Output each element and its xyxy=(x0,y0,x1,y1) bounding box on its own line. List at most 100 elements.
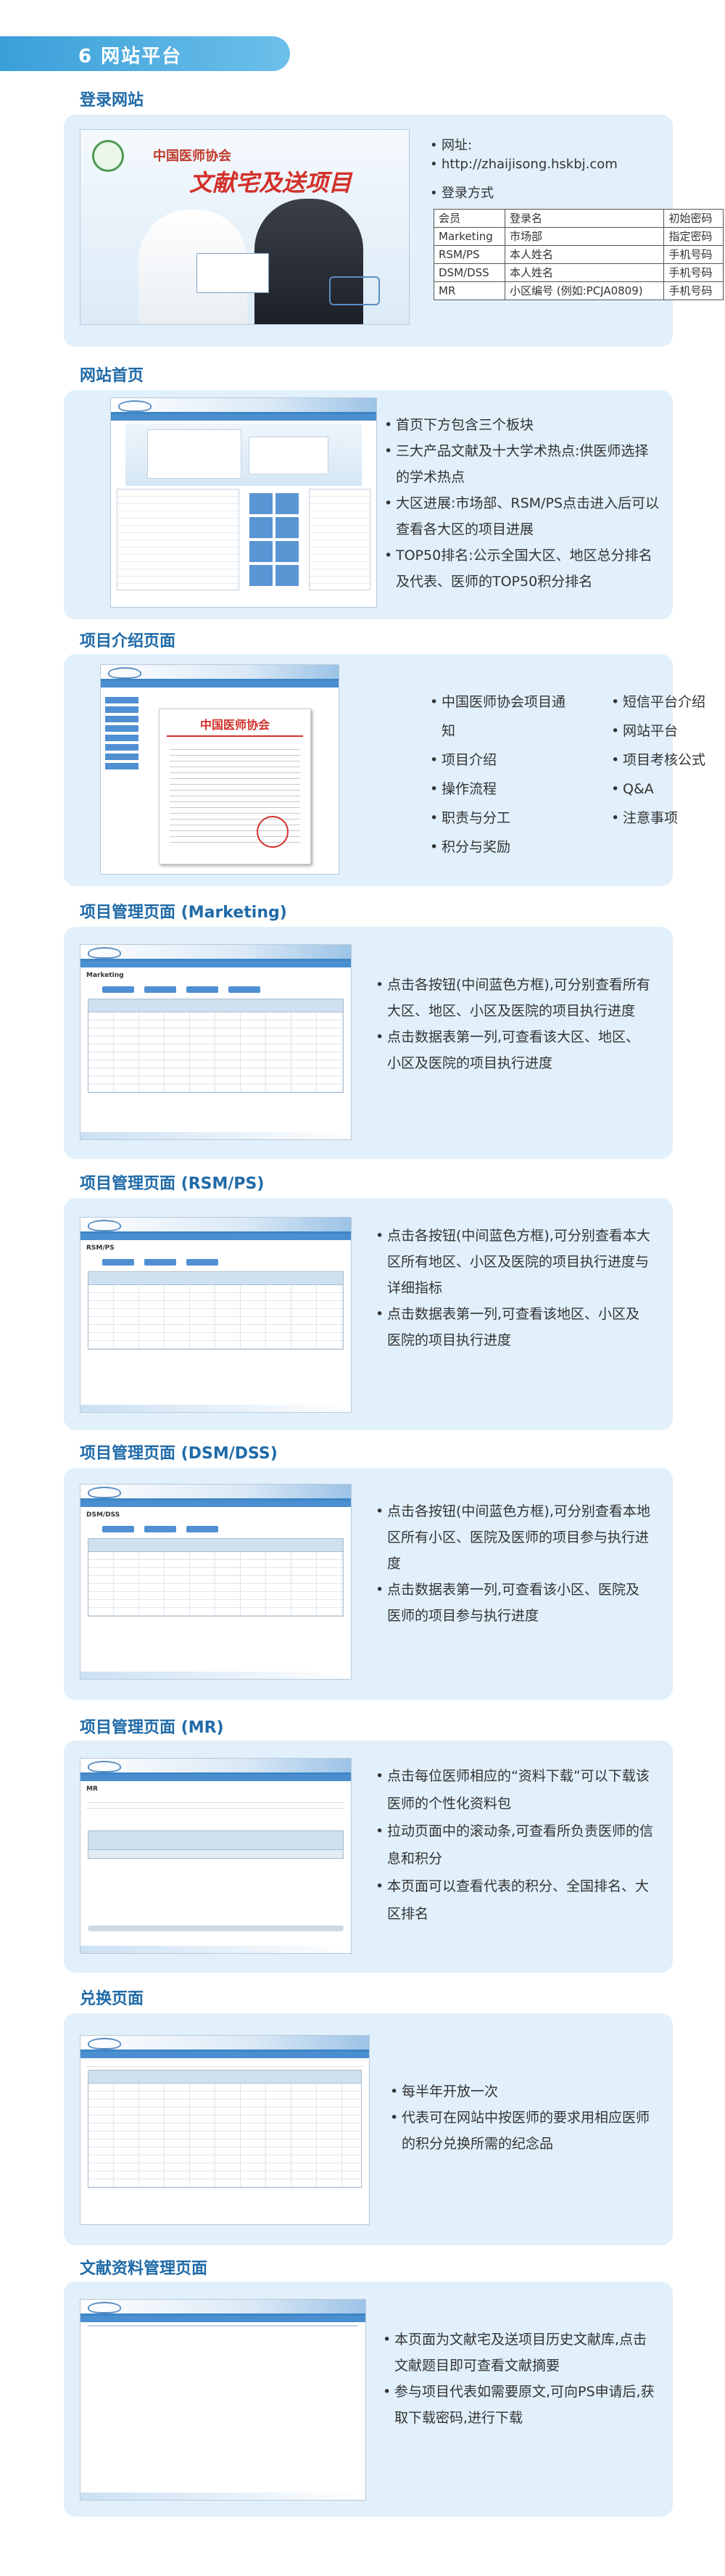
exchange-bullet-list: 每半年开放一次 代表可在网站中按医师的要求用相应医师的积分兑换所需的纪念品 xyxy=(390,2078,658,2157)
marketing-screenshot: Marketing xyxy=(80,944,352,1140)
login-panel: 中国医师协会 文献宅及送项目 网址: http://zhaijisong.hsk… xyxy=(64,115,724,347)
intro-menu-item[interactable]: 积分与奖励 xyxy=(430,833,575,862)
intro-menu-item[interactable]: 项目考核公式 xyxy=(611,746,720,775)
table-cell: 手机号码 xyxy=(663,263,724,282)
table-cell: DSM/DSS xyxy=(434,263,505,282)
rsm-bullet-list: 点击各按钮(中间蓝色方框),可分别查看本大区所有地区、小区及医院的项目执行进度与… xyxy=(376,1223,651,1353)
table-cell: 小区编号 (例如:PCJA0809) xyxy=(504,281,665,300)
exchange-screenshot xyxy=(80,2035,370,2225)
level-button-row[interactable] xyxy=(80,1523,351,1535)
address-url[interactable]: http://zhaijisong.hskbj.com xyxy=(430,155,662,174)
table-row: Marketing 市场部 指定密码 xyxy=(434,227,724,246)
table-cell: MR xyxy=(434,281,505,300)
table-cell: 手机号码 xyxy=(663,281,724,300)
list-item: 首页下方包含三个板块 xyxy=(384,412,660,438)
list-item: 点击数据表第一列,可查看该地区、小区及医院的项目执行进度 xyxy=(376,1301,651,1353)
table-cell: Marketing xyxy=(434,227,505,246)
list-item: 点击数据表第一列,可查看该小区、医院及医师的项目参与执行进度 xyxy=(376,1577,651,1629)
doctor-table xyxy=(88,1830,344,1859)
banner-logo-text: 中国医师协会 xyxy=(153,149,231,164)
laptop-icon xyxy=(329,276,380,305)
progress-table xyxy=(88,1538,344,1617)
login-method-label: 登录方式 xyxy=(430,184,494,203)
home-banner xyxy=(125,424,362,486)
section-title-marketing: 项目管理页面 (Marketing) xyxy=(80,904,287,922)
list-item: 拉动页面中的滚动条,可查看所负责医师的信息和积分 xyxy=(376,1817,658,1873)
table-row: RSM/PS 本人姓名 手机号码 xyxy=(434,245,724,264)
docs-bullet-list: 本页面为文献宅及送项目历史文献库,点击文献题目即可查看文献摘要 参与项目代表如需… xyxy=(383,2327,658,2431)
intro-menu-item[interactable]: 操作流程 xyxy=(430,775,575,804)
home-screenshot xyxy=(110,397,377,608)
list-item: 点击各按钮(中间蓝色方框),可分别查看本大区所有地区、小区及医院的项目执行进度与… xyxy=(376,1223,651,1301)
address-label: 网址: xyxy=(430,136,662,155)
notice-doc-title: 中国医师协会 xyxy=(199,718,270,732)
list-item: 参与项目代表如需要原文,可向PS申请后,获取下载密码,进行下载 xyxy=(383,2379,658,2431)
section-title-mr: 项目管理页面 (MR) xyxy=(80,1719,224,1737)
docs-screenshot xyxy=(80,2299,366,2501)
intro-menu-item[interactable]: 中国医师协会项目通知 xyxy=(430,688,575,746)
role-label: DSM/DSS xyxy=(86,1511,120,1519)
marketing-panel: Marketing 点击各按钮(中间蓝色方框),可分别查看所有大区、地区、小区及… xyxy=(64,927,673,1159)
intro-side-menu xyxy=(105,697,138,769)
list-item: 每半年开放一次 xyxy=(390,2078,658,2105)
intro-menu-item[interactable]: 短信平台介绍 xyxy=(611,688,720,717)
table-cell: 市场部 xyxy=(504,227,665,246)
intro-menu-item[interactable]: 职责与分工 xyxy=(430,804,575,833)
login-table: 会员 登录名 初始密码 Marketing 市场部 指定密码 RSM/PS 本人… xyxy=(434,209,724,300)
list-item: 点击各按钮(中间蓝色方框),可分别查看所有大区、地区、小区及医院的项目执行进度 xyxy=(376,972,651,1024)
list-item: 点击各按钮(中间蓝色方框),可分别查看本地区所有小区、医院及医师的项目参与执行进… xyxy=(376,1498,651,1577)
table-cell: 手机号码 xyxy=(663,245,724,264)
table-cell: RSM/PS xyxy=(434,245,505,264)
list-item: 大区进展:市场部、RSM/PS点击进入后可以查看各大区的项目进展 xyxy=(384,490,660,542)
mr-panel: MR 点击每位医师相应的“资料下载”可以下载该医师的个性化资料包 拉动页面中的滚… xyxy=(64,1741,673,1973)
section-title-login: 登录网站 xyxy=(80,91,144,110)
table-header-cell: 登录名 xyxy=(504,209,665,228)
gift-table xyxy=(88,2070,362,2188)
table-header-cell: 初始密码 xyxy=(663,209,724,228)
horizontal-scrollbar[interactable] xyxy=(88,1925,344,1931)
intro-panel: 中国医师协会 中国医师协会项目通知 项目介绍 操作流程 职责与分工 积分与奖励 … xyxy=(64,654,705,886)
rsm-panel: RSM/PS 点击各按钮(中间蓝色方框),可分别查看本大区所有地区、小区及医院的… xyxy=(64,1198,673,1430)
intro-menu-item[interactable]: 项目介绍 xyxy=(430,746,575,775)
dsm-bullet-list: 点击各按钮(中间蓝色方框),可分别查看本地区所有小区、医院及医师的项目参与执行进… xyxy=(376,1498,651,1629)
intro-menu-item[interactable]: Q&A xyxy=(611,775,720,804)
progress-table xyxy=(88,999,344,1093)
intro-screenshot: 中国医师协会 xyxy=(100,664,339,875)
association-seal-icon xyxy=(92,140,124,172)
intro-menu-list: 中国医师协会项目通知 项目介绍 操作流程 职责与分工 积分与奖励 短信平台介绍 … xyxy=(430,688,720,862)
list-item: 点击每位医师相应的“资料下载”可以下载该医师的个性化资料包 xyxy=(376,1762,658,1817)
docs-panel: 本页面为文献宅及送项目历史文献库,点击文献题目即可查看文献摘要 参与项目代表如需… xyxy=(64,2282,673,2517)
table-row: MR 小区编号 (例如:PCJA0809) 手机号码 xyxy=(434,281,724,300)
dsm-screenshot: DSM/DSS xyxy=(80,1484,352,1680)
section-title-docs: 文献资料管理页面 xyxy=(80,2260,208,2278)
login-form-box[interactable] xyxy=(196,253,269,293)
page-header-bar: 6 网站平台 xyxy=(0,36,290,71)
role-label: RSM/PS xyxy=(86,1244,115,1252)
exchange-panel: 每半年开放一次 代表可在网站中按医师的要求用相应医师的积分兑换所需的纪念品 xyxy=(64,2013,673,2245)
list-item: 点击数据表第一列,可查看该大区、地区、小区及医院的项目执行进度 xyxy=(376,1024,651,1076)
literature-list xyxy=(88,2325,358,2327)
intro-menu-item[interactable]: 注意事项 xyxy=(611,804,720,833)
mr-bullet-list: 点击每位医师相应的“资料下载”可以下载该医师的个性化资料包 拉动页面中的滚动条,… xyxy=(376,1762,658,1928)
table-row: DSM/DSS 本人姓名 手机号码 xyxy=(434,263,724,282)
level-button-row[interactable] xyxy=(80,1256,351,1268)
login-banner-image: 中国医师协会 文献宅及送项目 xyxy=(80,129,410,325)
list-item: 本页面为文献宅及送项目历史文献库,点击文献题目即可查看文献摘要 xyxy=(383,2327,658,2379)
list-item: TOP50排名:公示全国大区、地区总分排名及代表、医师的TOP50积分排名 xyxy=(384,542,660,595)
home-bullet-list: 首页下方包含三个板块 三大产品文献及十大学术热点:供医师选择的学术热点 大区进展… xyxy=(384,412,660,595)
rsm-screenshot: RSM/PS xyxy=(80,1217,352,1413)
section-title-home: 网站首页 xyxy=(80,367,144,385)
table-cell: 本人姓名 xyxy=(504,245,665,264)
mr-screenshot: MR xyxy=(80,1758,352,1954)
table-header-row: 会员 登录名 初始密码 xyxy=(434,209,724,228)
list-item: 三大产品文献及十大学术热点:供医师选择的学术热点 xyxy=(384,438,660,490)
intro-menu-item[interactable]: 网站平台 xyxy=(611,717,720,746)
role-label: MR xyxy=(86,1786,98,1793)
dsm-panel: DSM/DSS 点击各按钮(中间蓝色方框),可分别查看本地区所有小区、医院及医师… xyxy=(64,1468,673,1700)
home-panel: 首页下方包含三个板块 三大产品文献及十大学术热点:供医师选择的学术热点 大区进展… xyxy=(64,390,673,619)
table-header-cell: 会员 xyxy=(434,209,505,228)
level-button-row[interactable] xyxy=(80,983,351,996)
list-item: 本页面可以查看代表的积分、全国排名、大区排名 xyxy=(376,1873,658,1928)
section-title-intro: 项目介绍页面 xyxy=(80,632,176,651)
marketing-bullet-list: 点击各按钮(中间蓝色方框),可分别查看所有大区、地区、小区及医院的项目执行进度 … xyxy=(376,972,651,1076)
